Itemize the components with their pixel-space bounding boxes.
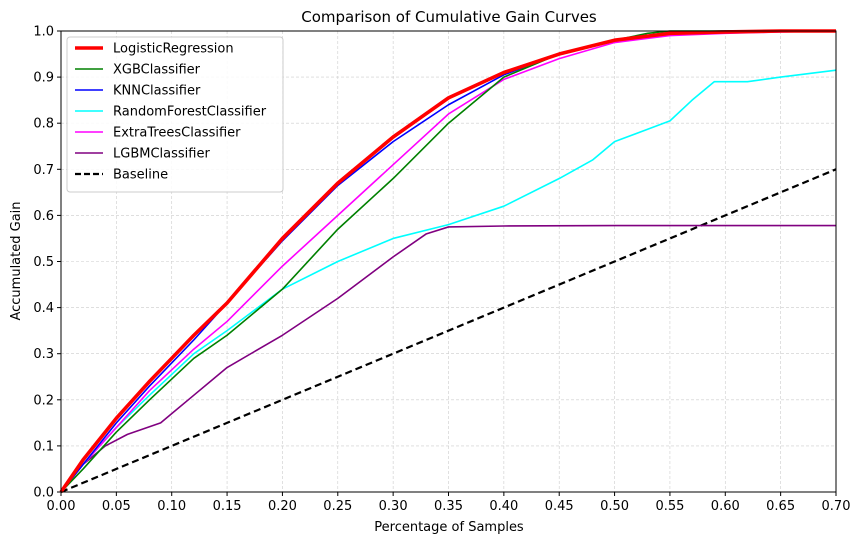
legend-label: Baseline [113, 168, 168, 183]
legend-label: ExtraTreesClassifier [113, 126, 241, 141]
y-tick-label: 0.0 [33, 486, 54, 501]
legend-label: RandomForestClassifier [113, 105, 267, 120]
series-line-lgbmclassifier [60, 224, 836, 493]
series-line-logistic-regression [59, 29, 836, 494]
y-tick-label: 0.1 [33, 439, 54, 454]
series-line-random-forest-classifier [60, 69, 837, 493]
x-tick-label: 0.60 [711, 499, 740, 514]
x-tick-label: 0.50 [600, 499, 629, 514]
y-tick-label: 0.7 [33, 163, 54, 178]
legend-label: XGBClassifier [113, 63, 201, 78]
legend: LogisticRegression XGBClassifier KNNClassi… [66, 36, 284, 193]
y-axis-label: Accumulated Gain [9, 201, 24, 320]
x-tick-label: 0.40 [489, 499, 518, 514]
chart-title: Comparison of Cumulative Gain Curves [301, 8, 597, 26]
x-axis-label: Percentage of Samples [374, 520, 524, 535]
x-tick-label: 0.00 [47, 499, 76, 514]
y-tick-label: 0.4 [33, 301, 54, 316]
x-tick-label: 0.45 [545, 499, 574, 514]
y-tick-label: 0.8 [33, 117, 54, 132]
x-tick-label: 0.20 [268, 499, 297, 514]
legend-label: LGBMClassifier [113, 147, 210, 162]
x-tick-label: 0.55 [655, 499, 684, 514]
series-line-baseline [60, 168, 837, 494]
legend-box [66, 36, 284, 193]
legend-label: LogisticRegression [113, 42, 234, 57]
series-line-extra-trees-classifier [60, 30, 837, 493]
x-tick-label: 0.15 [213, 499, 242, 514]
y-tick-label: 0.6 [33, 209, 54, 224]
y-tick-label: 0.2 [33, 393, 54, 408]
x-tick-label: 0.70 [822, 499, 851, 514]
axis-ticks: 0.00 0.05 0.10 0.15 0.20 0.25 0.30 0.35 0.40 0.45… [33, 25, 850, 515]
x-tick-label: 0.35 [434, 499, 463, 514]
x-tick-label: 0.65 [766, 499, 795, 514]
y-tick-label: 0.9 [33, 71, 54, 86]
x-tick-label: 0.05 [102, 499, 131, 514]
y-tick-label: 0.5 [33, 255, 54, 270]
y-tick-label: 1.0 [33, 25, 54, 40]
x-tick-label: 0.30 [379, 499, 408, 514]
x-tick-label: 0.25 [323, 499, 352, 514]
y-tick-label: 0.3 [33, 347, 54, 362]
legend-label: KNNClassifier [113, 84, 201, 99]
x-tick-label: 0.10 [157, 499, 186, 514]
